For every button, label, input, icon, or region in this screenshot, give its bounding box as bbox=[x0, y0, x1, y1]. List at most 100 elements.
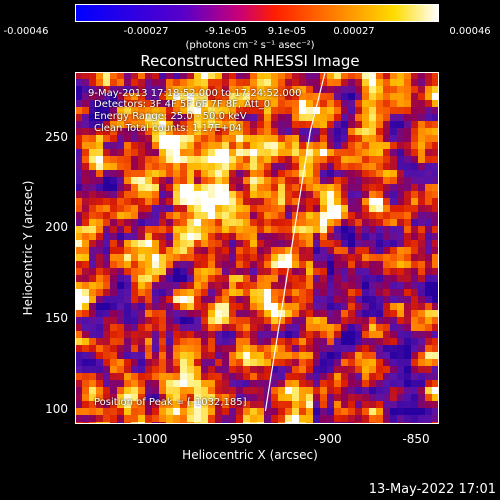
heatmap-cell bbox=[264, 163, 271, 170]
heatmap-cell bbox=[117, 86, 124, 93]
heatmap-cell bbox=[369, 233, 376, 240]
heatmap-cell bbox=[89, 191, 96, 198]
heatmap-cell bbox=[75, 170, 82, 177]
heatmap-cell bbox=[124, 121, 131, 128]
heatmap-cell bbox=[110, 303, 117, 310]
heatmap-cell bbox=[425, 72, 432, 79]
heatmap-cell bbox=[110, 268, 117, 275]
heatmap-cell bbox=[376, 366, 383, 373]
heatmap-cell bbox=[180, 114, 187, 121]
heatmap-cell bbox=[124, 289, 131, 296]
heatmap-cell bbox=[313, 422, 320, 424]
heatmap-cell bbox=[250, 128, 257, 135]
heatmap-cell bbox=[383, 128, 390, 135]
heatmap-cell bbox=[229, 205, 236, 212]
heatmap-cell bbox=[131, 345, 138, 352]
heatmap-cell bbox=[306, 170, 313, 177]
heatmap-cell bbox=[425, 303, 432, 310]
heatmap-cell bbox=[390, 338, 397, 345]
heatmap-cell bbox=[390, 408, 397, 415]
heatmap-cell bbox=[229, 366, 236, 373]
heatmap-cell bbox=[124, 177, 131, 184]
heatmap-cell bbox=[194, 422, 201, 424]
heatmap-cell bbox=[383, 296, 390, 303]
heatmap-cell bbox=[306, 233, 313, 240]
heatmap-cell bbox=[355, 324, 362, 331]
heatmap-cell bbox=[152, 303, 159, 310]
heatmap-cell bbox=[334, 394, 341, 401]
heatmap-cell bbox=[138, 331, 145, 338]
heatmap-cell bbox=[180, 142, 187, 149]
heatmap-cell bbox=[411, 422, 418, 424]
heatmap-cell bbox=[425, 401, 432, 408]
heatmap-cell bbox=[383, 275, 390, 282]
heatmap-cell bbox=[110, 240, 117, 247]
heatmap-cell bbox=[383, 422, 390, 424]
heatmap-cell bbox=[306, 184, 313, 191]
heatmap-cell bbox=[82, 135, 89, 142]
heatmap-cell bbox=[425, 79, 432, 86]
heatmap-cell bbox=[131, 170, 138, 177]
heatmap-cell bbox=[145, 415, 152, 422]
heatmap-cell bbox=[334, 282, 341, 289]
heatmap-cell bbox=[404, 170, 411, 177]
heatmap-cell bbox=[432, 219, 439, 226]
heatmap-cell bbox=[327, 359, 334, 366]
heatmap-cell bbox=[215, 135, 222, 142]
heatmap-cell bbox=[404, 142, 411, 149]
heatmap-cell bbox=[75, 86, 82, 93]
heatmap-cell bbox=[257, 359, 264, 366]
heatmap-cell bbox=[236, 128, 243, 135]
heatmap-cell bbox=[103, 149, 110, 156]
heatmap-cell bbox=[264, 128, 271, 135]
heatmap-cell bbox=[418, 198, 425, 205]
heatmap-cell bbox=[320, 128, 327, 135]
heatmap-cell bbox=[376, 205, 383, 212]
heatmap-cell bbox=[362, 191, 369, 198]
heatmap-cell bbox=[145, 289, 152, 296]
heatmap-cell bbox=[292, 261, 299, 268]
heatmap-cell bbox=[208, 324, 215, 331]
heatmap-cell bbox=[299, 373, 306, 380]
heatmap-cell bbox=[292, 177, 299, 184]
heatmap-cell bbox=[208, 247, 215, 254]
heatmap-cell bbox=[285, 156, 292, 163]
heatmap-cell bbox=[418, 317, 425, 324]
heatmap-cell bbox=[306, 247, 313, 254]
heatmap-cell bbox=[75, 408, 82, 415]
heatmap-cell bbox=[75, 212, 82, 219]
heatmap-cell bbox=[173, 254, 180, 261]
heatmap-cell bbox=[159, 317, 166, 324]
heatmap-cell bbox=[173, 219, 180, 226]
heatmap-cell bbox=[117, 135, 124, 142]
heatmap-cell bbox=[299, 366, 306, 373]
heatmap-cell bbox=[257, 100, 264, 107]
heatmap-cell bbox=[89, 156, 96, 163]
heatmap-cell bbox=[250, 408, 257, 415]
heatmap-cell bbox=[201, 107, 208, 114]
heatmap-cell bbox=[299, 212, 306, 219]
heatmap-cell bbox=[229, 142, 236, 149]
heatmap-cell bbox=[334, 401, 341, 408]
heatmap-cell bbox=[320, 177, 327, 184]
heatmap-cell bbox=[432, 226, 439, 233]
heatmap-cell bbox=[166, 380, 173, 387]
heatmap-cell bbox=[187, 366, 194, 373]
heatmap-cell bbox=[425, 121, 432, 128]
heatmap-cell bbox=[425, 100, 432, 107]
heatmap-cell bbox=[397, 198, 404, 205]
heatmap-cell bbox=[313, 401, 320, 408]
heatmap-cell bbox=[208, 366, 215, 373]
heatmap-cell bbox=[264, 387, 271, 394]
heatmap-cell bbox=[159, 205, 166, 212]
heatmap-cell bbox=[138, 387, 145, 394]
heatmap-cell bbox=[299, 296, 306, 303]
heatmap-cell bbox=[292, 324, 299, 331]
heatmap-cell bbox=[376, 233, 383, 240]
heatmap-cell bbox=[299, 142, 306, 149]
heatmap-cell bbox=[264, 345, 271, 352]
heatmap-cell bbox=[236, 275, 243, 282]
heatmap-cell bbox=[334, 233, 341, 240]
heatmap-cell bbox=[348, 303, 355, 310]
annotation-time: 9-May-2013 17:18:52.000 to 17:24:52.000 bbox=[88, 88, 302, 99]
